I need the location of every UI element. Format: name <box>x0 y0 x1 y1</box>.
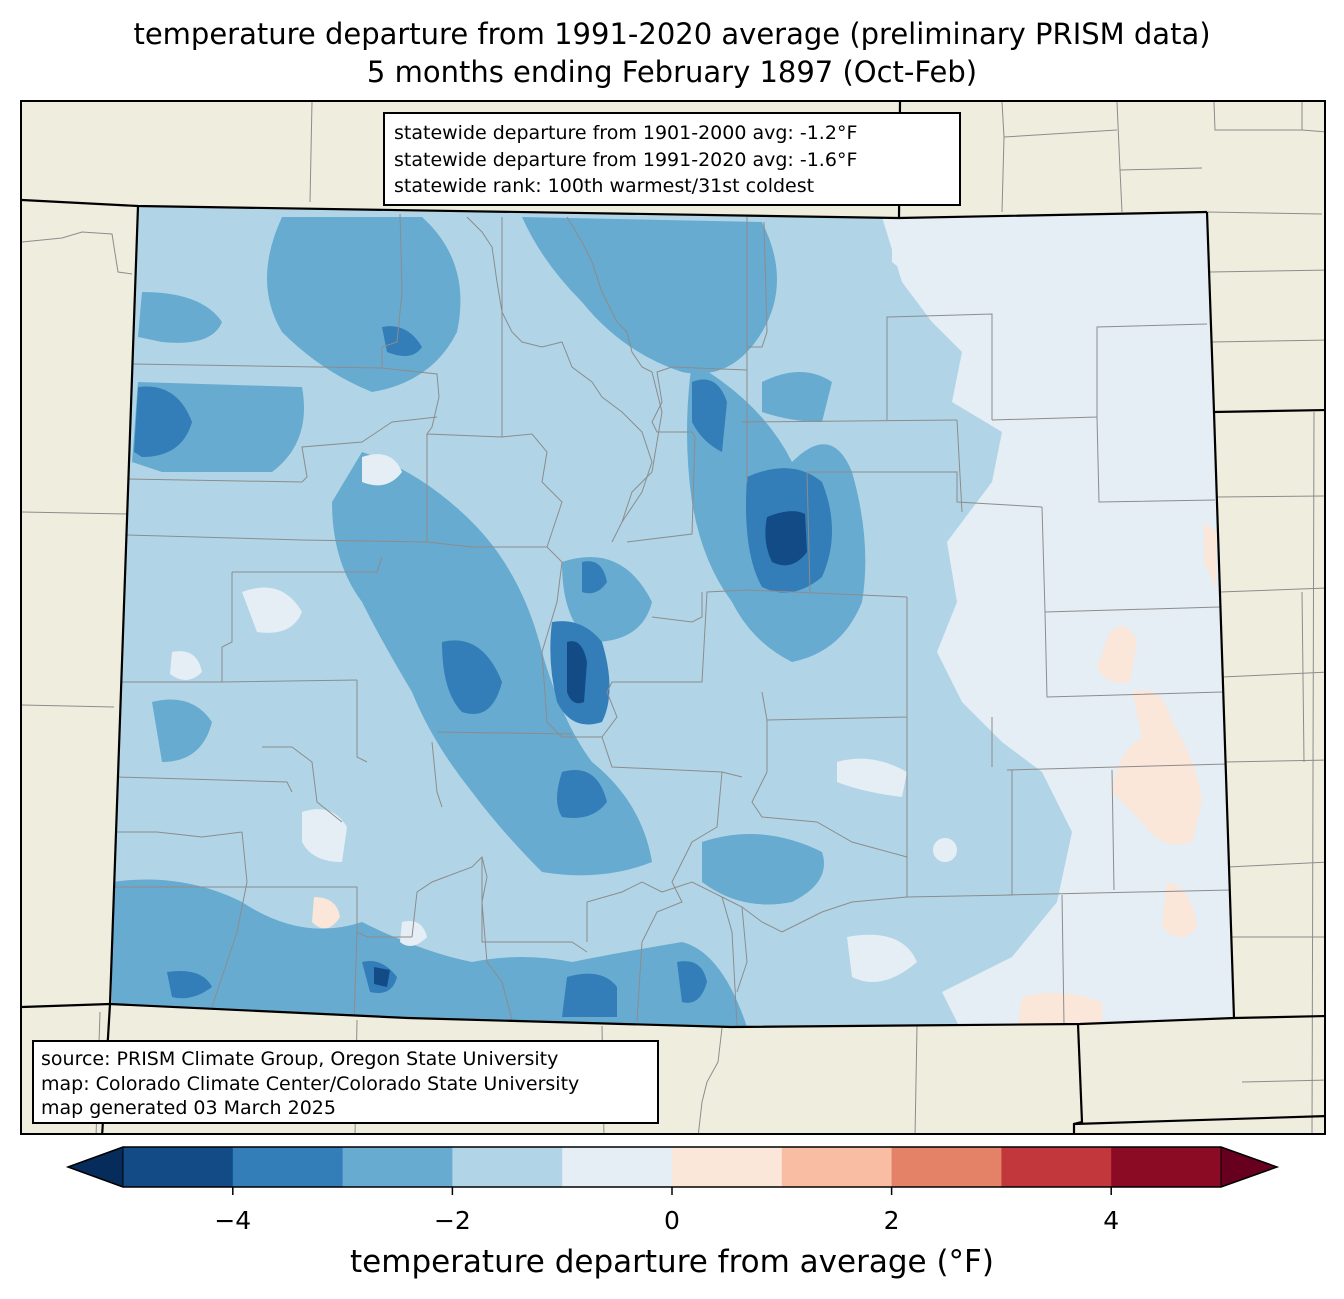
temperature-field <box>110 206 1234 1027</box>
colorbar-over-arrow <box>1220 1146 1279 1188</box>
colorbar-bin-5 <box>672 1147 783 1187</box>
colorbar-outline <box>65 1146 1280 1188</box>
stats-departure-1901-2000: statewide departure from 1901-2000 avg: … <box>394 122 858 144</box>
colorbar-ticks: −4 −2 0 2 4 <box>214 1187 1119 1235</box>
source-line: source: PRISM Climate Group, Oregon Stat… <box>41 1048 559 1070</box>
colorbar-bin-1 <box>232 1147 344 1187</box>
colorado-county-lines <box>110 213 1231 1027</box>
colorbar-tick-label: −2 <box>434 1206 471 1235</box>
generated-date-line: map generated 03 March 2025 <box>41 1097 336 1119</box>
stats-departure-1991-2020: statewide departure from 1991-2020 avg: … <box>394 148 858 171</box>
colorbar-bin-0 <box>123 1147 234 1187</box>
colorbar-tick-label: 2 <box>884 1206 900 1235</box>
colorbar-tick-label: 0 <box>664 1206 680 1235</box>
colorbar-tick-label: −4 <box>214 1206 251 1235</box>
map-credit-line: map: Colorado Climate Center/Colorado St… <box>41 1072 580 1095</box>
colorbar-tick-label: 4 <box>1103 1206 1119 1235</box>
colorbar-label: temperature departure from average (°F) <box>350 1244 994 1280</box>
colorado-temperature-map <box>22 102 1324 1133</box>
map-panel <box>20 100 1326 1135</box>
colorbar-bins <box>123 1147 1222 1187</box>
colorbar-bin-6 <box>781 1147 893 1187</box>
source-credit-box: source: PRISM Climate Group, Oregon Stat… <box>32 1040 659 1124</box>
statewide-stats-box: statewide departure from 1901-2000 avg: … <box>383 112 961 206</box>
stats-rank: statewide rank: 100th warmest/31st colde… <box>394 175 815 197</box>
colorbar-under-arrow <box>66 1146 124 1188</box>
colorbar-bin-2 <box>342 1147 453 1187</box>
colorbar-bin-4 <box>562 1147 673 1187</box>
colorbar-bin-7 <box>891 1147 1002 1187</box>
colorbar-bin-9 <box>1111 1147 1222 1187</box>
colorbar-bin-8 <box>1001 1147 1112 1187</box>
colorbar: −4 −2 0 2 4 <box>65 1146 1280 1235</box>
title-line-1: temperature departure from 1991-2020 ave… <box>133 17 1211 51</box>
colorbar-bin-3 <box>452 1147 563 1187</box>
title-line-2: 5 months ending February 1897 (Oct-Feb) <box>366 55 978 89</box>
